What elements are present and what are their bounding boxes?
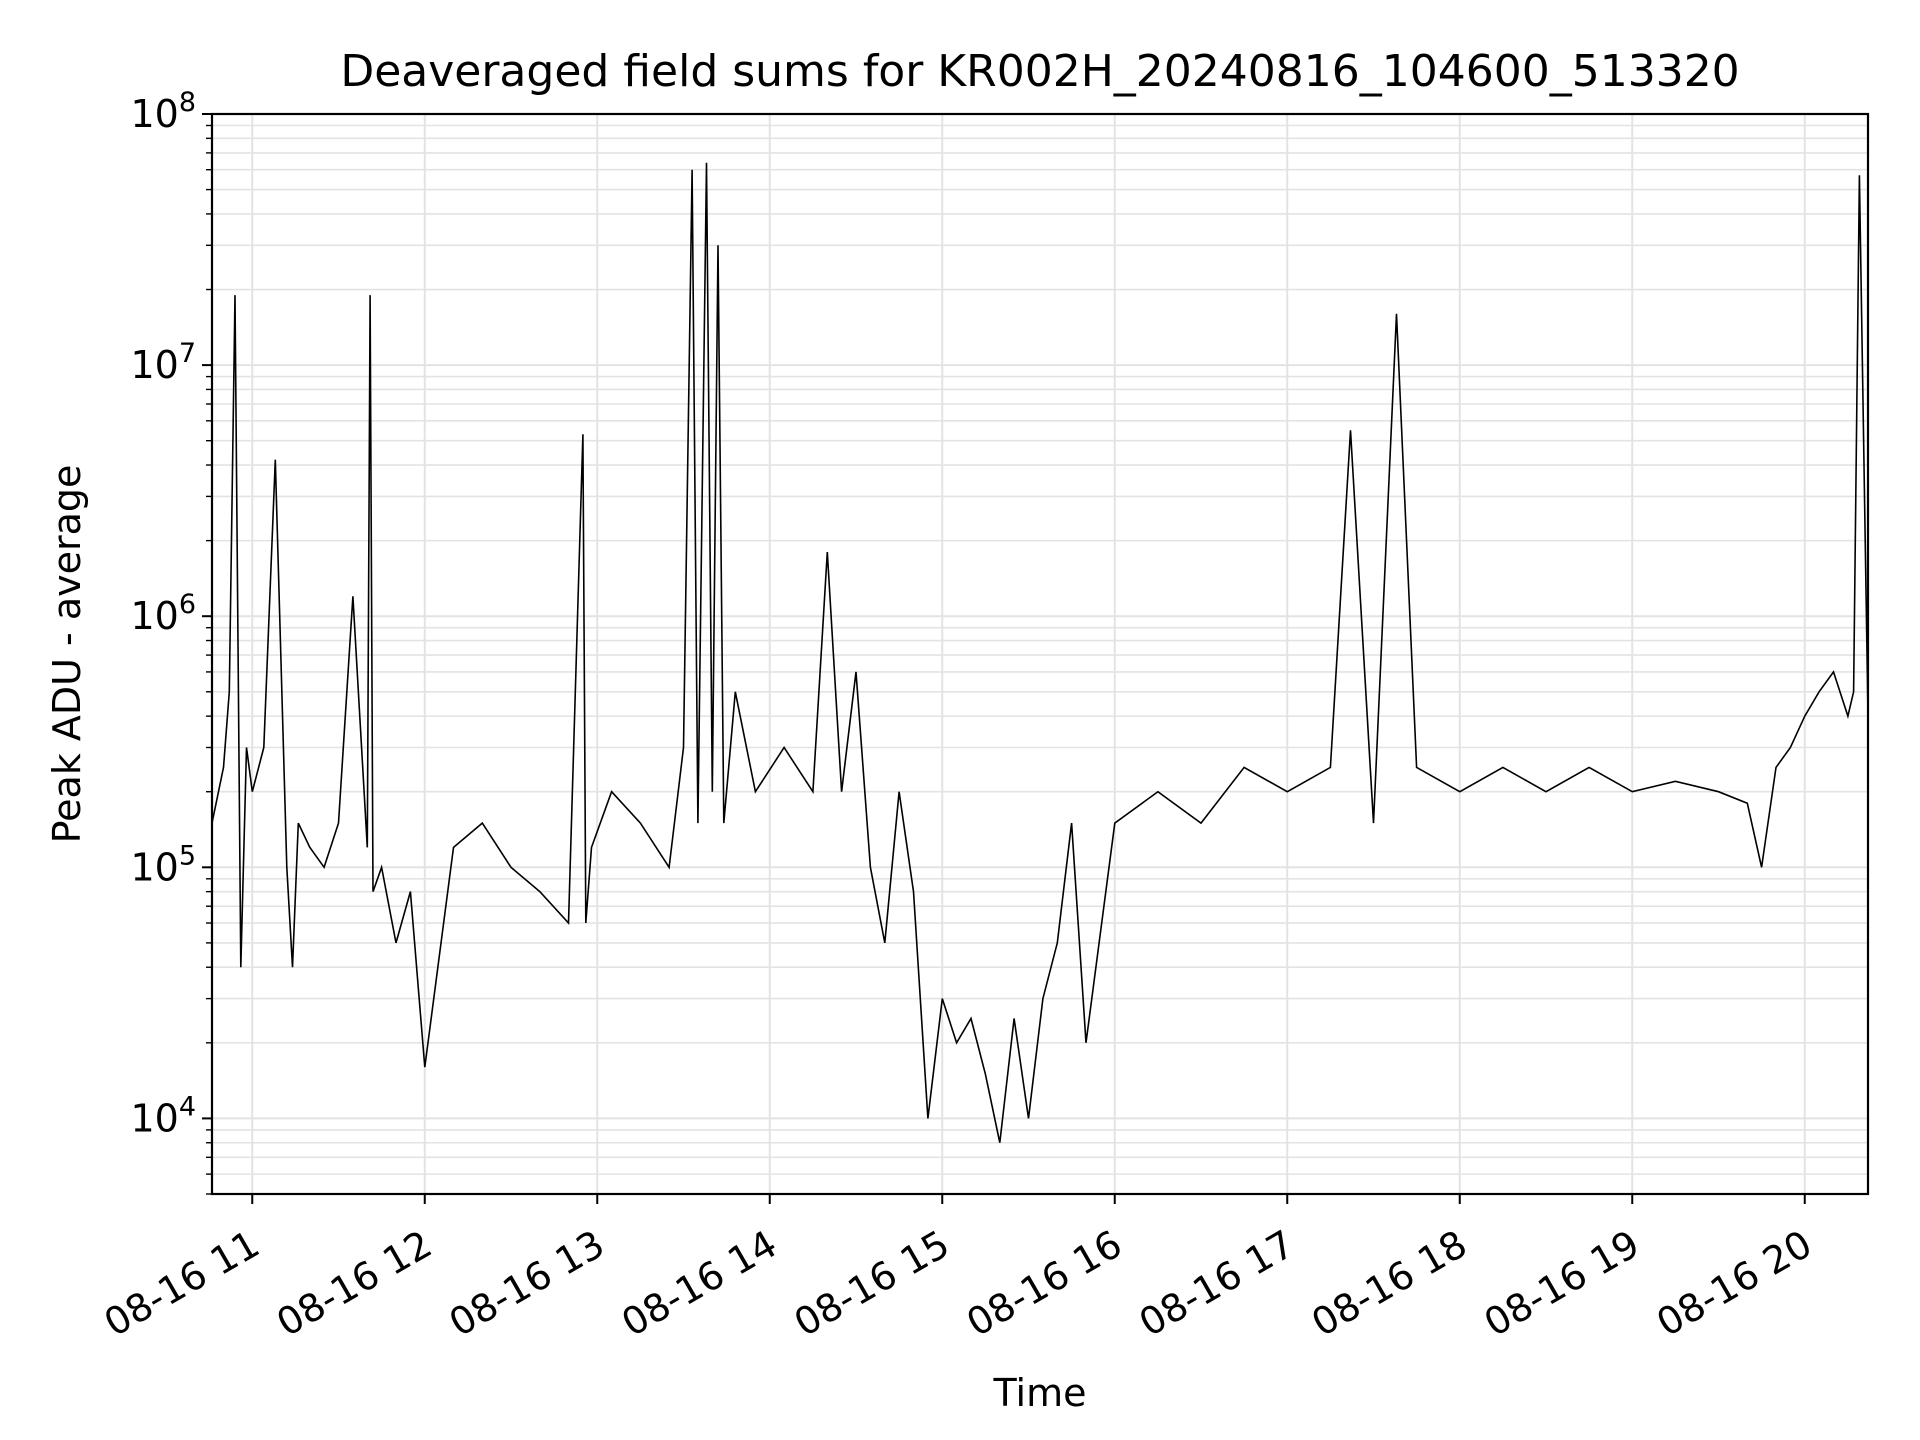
series-line [211,162,1869,1143]
y-axis: 104 105 106 107 108 [130,87,212,1195]
chart-title: Deaveraged field sums for KR002H_2024081… [340,46,1739,97]
y-tick-label: 107 [130,338,196,387]
y-tick-label: 105 [130,840,196,889]
x-axis-label: Time [993,1371,1087,1415]
y-tick-label: 104 [130,1091,196,1140]
y-axis-label: Peak ADU - average [45,465,89,844]
plot-frame [210,112,1870,1196]
series-layer [211,162,1869,1143]
y-tick-label: 106 [130,589,196,638]
y-tick-label: 108 [130,87,196,136]
